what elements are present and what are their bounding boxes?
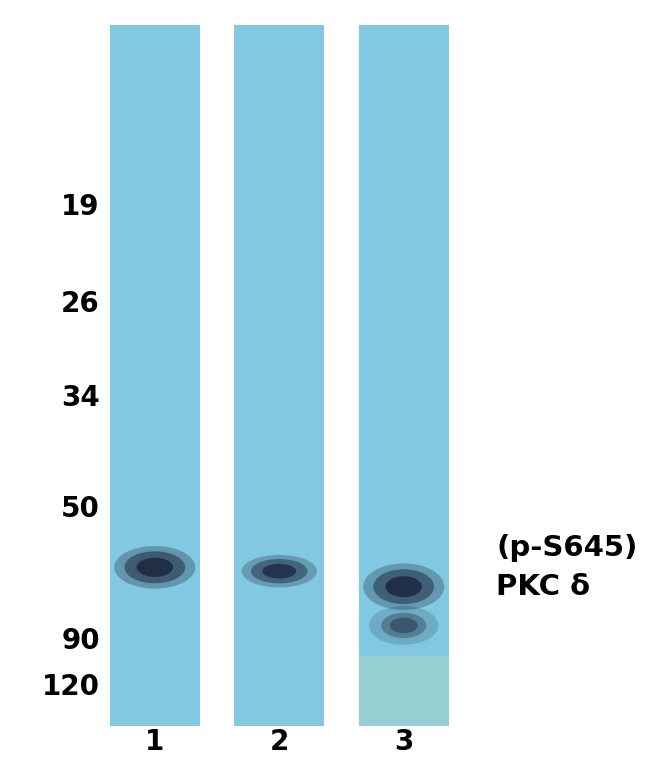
Text: 50: 50 [61,495,100,523]
Ellipse shape [124,552,185,584]
Ellipse shape [381,613,426,638]
Bar [359,25,448,726]
Ellipse shape [369,606,439,645]
Ellipse shape [242,555,317,587]
Bar [359,657,448,726]
Ellipse shape [390,618,417,633]
Text: PKC δ: PKC δ [497,573,590,601]
Ellipse shape [251,559,307,584]
Text: 2: 2 [270,727,289,755]
Ellipse shape [263,564,296,579]
Ellipse shape [385,576,422,598]
Text: (p-S645): (p-S645) [497,534,638,562]
Text: 120: 120 [42,674,100,702]
Text: 34: 34 [61,384,100,412]
Ellipse shape [114,546,195,589]
Bar [110,25,200,726]
Ellipse shape [363,563,444,610]
Ellipse shape [136,558,173,577]
Text: 26: 26 [61,289,100,317]
Bar [235,25,324,726]
Text: 90: 90 [61,627,100,655]
Ellipse shape [373,569,434,605]
Text: 1: 1 [145,727,164,755]
Text: 3: 3 [394,727,413,755]
Text: 19: 19 [61,193,100,221]
